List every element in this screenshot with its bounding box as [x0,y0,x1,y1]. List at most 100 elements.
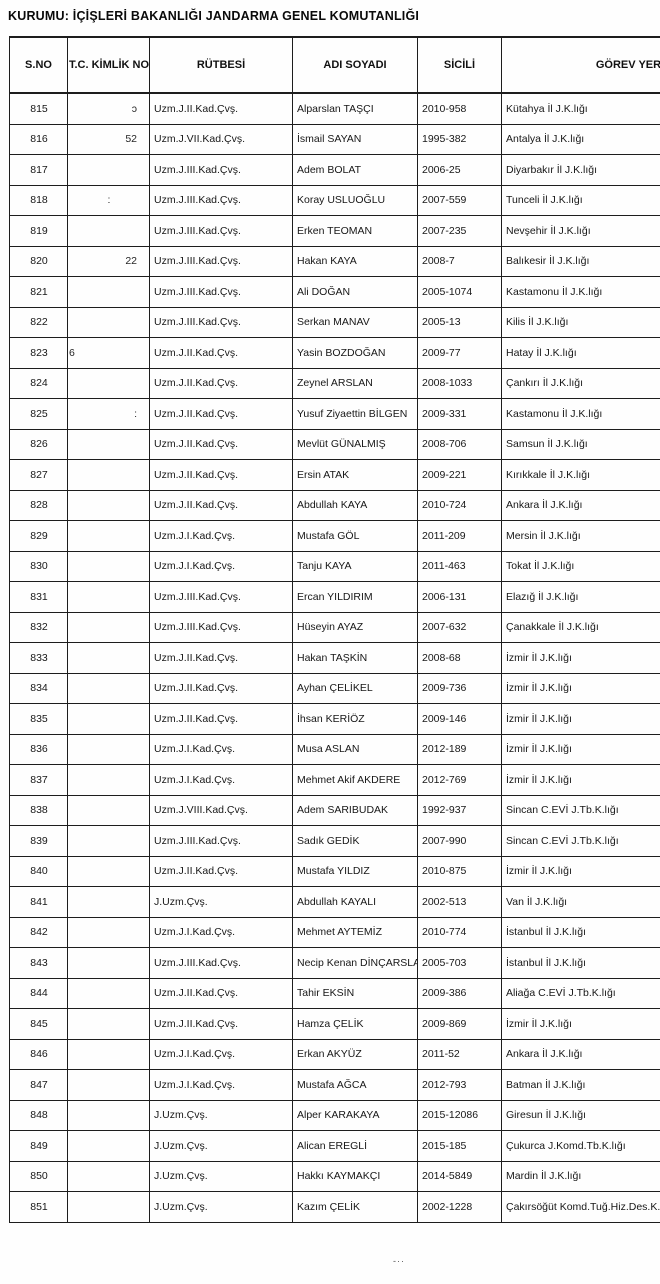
cell-kimlik [67,825,150,857]
cell-sno: 821 [9,276,68,308]
cell-kimlik [67,215,150,247]
table-row: 832 Uzm.J.III.Kad.Çvş. Hüseyin AYAZ 2007… [9,611,660,643]
cell-sno: 845 [9,1008,68,1040]
cell-sicil: 2009-386 [417,977,502,1009]
cell-sicil: 2012-769 [417,764,502,796]
cell-kimlik [67,733,150,765]
cell-sno: 846 [9,1038,68,1070]
table-row: 849 J.Uzm.Çvş. Alican EREGLİ 2015-185 Çu… [9,1130,660,1162]
cell-rutbe: Uzm.J.I.Kad.Çvş. [149,916,293,948]
cell-sno: 844 [9,977,68,1009]
cell-sicil: 2008-7 [417,245,502,277]
cell-kimlik [67,154,150,186]
cell-gorev-yeri: Elazığ İl J.K.lığı [501,581,660,613]
cell-adi-soyadi: Ersin ATAK [292,459,418,491]
cell-sno: 825 [9,398,68,430]
table-row: 834 Uzm.J.II.Kad.Çvş. Ayhan ÇELİKEL 2009… [9,672,660,704]
cell-adi-soyadi: Adem BOLAT [292,154,418,186]
table-row: 844 Uzm.J.II.Kad.Çvş. Tahir EKSİN 2009-3… [9,977,660,1009]
cell-sicil: 2009-869 [417,1008,502,1040]
cell-kimlik [67,306,150,338]
cell-kimlik [67,672,150,704]
cell-kimlik [67,520,150,552]
cell-kimlik: : [67,398,150,430]
table-row: 824 Uzm.J.II.Kad.Çvş. Zeynel ARSLAN 2008… [9,367,660,399]
cell-sno: 835 [9,703,68,735]
cell-gorev-yeri: İzmir İl J.K.lığı [501,764,660,796]
cell-sno: 836 [9,733,68,765]
cell-sicil: 2012-189 [417,733,502,765]
column-header-gorev: GÖREV YERİ [501,36,660,94]
cell-kimlik [67,550,150,582]
column-header-kimlik: T.C. KİMLİK NO. [67,36,150,94]
cell-rutbe: Uzm.J.I.Kad.Çvş. [149,1038,293,1070]
table-row: 843 Uzm.J.III.Kad.Çvş. Necip Kenan DİNÇA… [9,947,660,979]
cell-adi-soyadi: Yasin BOZDOĞAN [292,337,418,369]
cell-kimlik [67,459,150,491]
personnel-table: S.NO T.C. KİMLİK NO. RÜTBESİ ADI SOYADI … [9,36,660,1223]
cell-kimlik [67,977,150,1009]
table-row: 828 Uzm.J.II.Kad.Çvş. Abdullah KAYA 2010… [9,489,660,521]
table-row: 839 Uzm.J.III.Kad.Çvş. Sadık GEDİK 2007-… [9,825,660,857]
cell-adi-soyadi: İhsan KERİÖZ [292,703,418,735]
cell-sno: 843 [9,947,68,979]
cell-sicil: 2008-1033 [417,367,502,399]
cell-sicil: 2015-12086 [417,1099,502,1131]
table-row: 837 Uzm.J.I.Kad.Çvş. Mehmet Akif AKDERE … [9,764,660,796]
cell-gorev-yeri: Kastamonu İl J.K.lığı [501,398,660,430]
table-row: 836 Uzm.J.I.Kad.Çvş. Musa ASLAN 2012-189… [9,733,660,765]
cell-adi-soyadi: Abdullah KAYALI [292,886,418,918]
cell-sno: 842 [9,916,68,948]
cell-adi-soyadi: Erken TEOMAN [292,215,418,247]
cell-sno: 834 [9,672,68,704]
table-row: 816 52 Uzm.J.VII.Kad.Çvş. İsmail SAYAN 1… [9,123,660,155]
table-row: 835 Uzm.J.II.Kad.Çvş. İhsan KERİÖZ 2009-… [9,703,660,735]
cell-adi-soyadi: İsmail SAYAN [292,123,418,155]
cell-rutbe: Uzm.J.II.Kad.Çvş. [149,977,293,1009]
cell-adi-soyadi: Mevlüt GÜNALMIŞ [292,428,418,460]
table-row: 817 Uzm.J.III.Kad.Çvş. Adem BOLAT 2006-2… [9,154,660,186]
cell-rutbe: Uzm.J.III.Kad.Çvş. [149,825,293,857]
cell-sno: 837 [9,764,68,796]
cell-gorev-yeri: İstanbul İl J.K.lığı [501,947,660,979]
cell-gorev-yeri: İzmir İl J.K.lığı [501,703,660,735]
table-row: 819 Uzm.J.III.Kad.Çvş. Erken TEOMAN 2007… [9,215,660,247]
cell-gorev-yeri: Giresun İl J.K.lığı [501,1099,660,1131]
cell-adi-soyadi: Abdullah KAYA [292,489,418,521]
cell-rutbe: J.Uzm.Çvş. [149,1160,293,1192]
cell-gorev-yeri: Çankırı İl J.K.lığı [501,367,660,399]
table-row: 841 J.Uzm.Çvş. Abdullah KAYALI 2002-513 … [9,886,660,918]
cell-kimlik [67,886,150,918]
cell-sicil: 2007-235 [417,215,502,247]
cell-adi-soyadi: Tanju KAYA [292,550,418,582]
cell-adi-soyadi: Koray USLUOĞLU [292,184,418,216]
column-header-rutbe: RÜTBESİ [149,36,293,94]
cell-gorev-yeri: Kırıkkale İl J.K.lığı [501,459,660,491]
cell-sno: 838 [9,794,68,826]
cell-adi-soyadi: Serkan MANAV [292,306,418,338]
cell-gorev-yeri: İzmir İl J.K.lığı [501,1008,660,1040]
cell-sno: 849 [9,1130,68,1162]
cell-gorev-yeri: Kastamonu İl J.K.lığı [501,276,660,308]
cell-gorev-yeri: Antalya İl J.K.lığı [501,123,660,155]
table-row: 826 Uzm.J.II.Kad.Çvş. Mevlüt GÜNALMIŞ 20… [9,428,660,460]
cell-kimlik: 6 [67,337,150,369]
cell-kimlik [67,428,150,460]
cell-sno: 840 [9,855,68,887]
table-row: 818 : Uzm.J.III.Kad.Çvş. Koray USLUOĞLU … [9,184,660,216]
table-header: S.NO T.C. KİMLİK NO. RÜTBESİ ADI SOYADI … [9,36,660,94]
cell-rutbe: Uzm.J.I.Kad.Çvş. [149,550,293,582]
table-row: 830 Uzm.J.I.Kad.Çvş. Tanju KAYA 2011-463… [9,550,660,582]
cell-sicil: 2010-774 [417,916,502,948]
cell-sno: 832 [9,611,68,643]
cell-sicil: 2006-131 [417,581,502,613]
table-row: 850 J.Uzm.Çvş. Hakkı KAYMAKÇI 2014-5849 … [9,1160,660,1192]
cell-kimlik [67,1130,150,1162]
table-row: 825 : Uzm.J.II.Kad.Çvş. Yusuf Ziyaettin … [9,398,660,430]
cell-sicil: 2005-703 [417,947,502,979]
cell-kimlik [67,1191,150,1223]
cell-kimlik [67,367,150,399]
cell-rutbe: Uzm.J.III.Kad.Çvş. [149,184,293,216]
cell-kimlik [67,489,150,521]
cell-gorev-yeri: Sincan C.EVİ J.Tb.K.lığı [501,825,660,857]
